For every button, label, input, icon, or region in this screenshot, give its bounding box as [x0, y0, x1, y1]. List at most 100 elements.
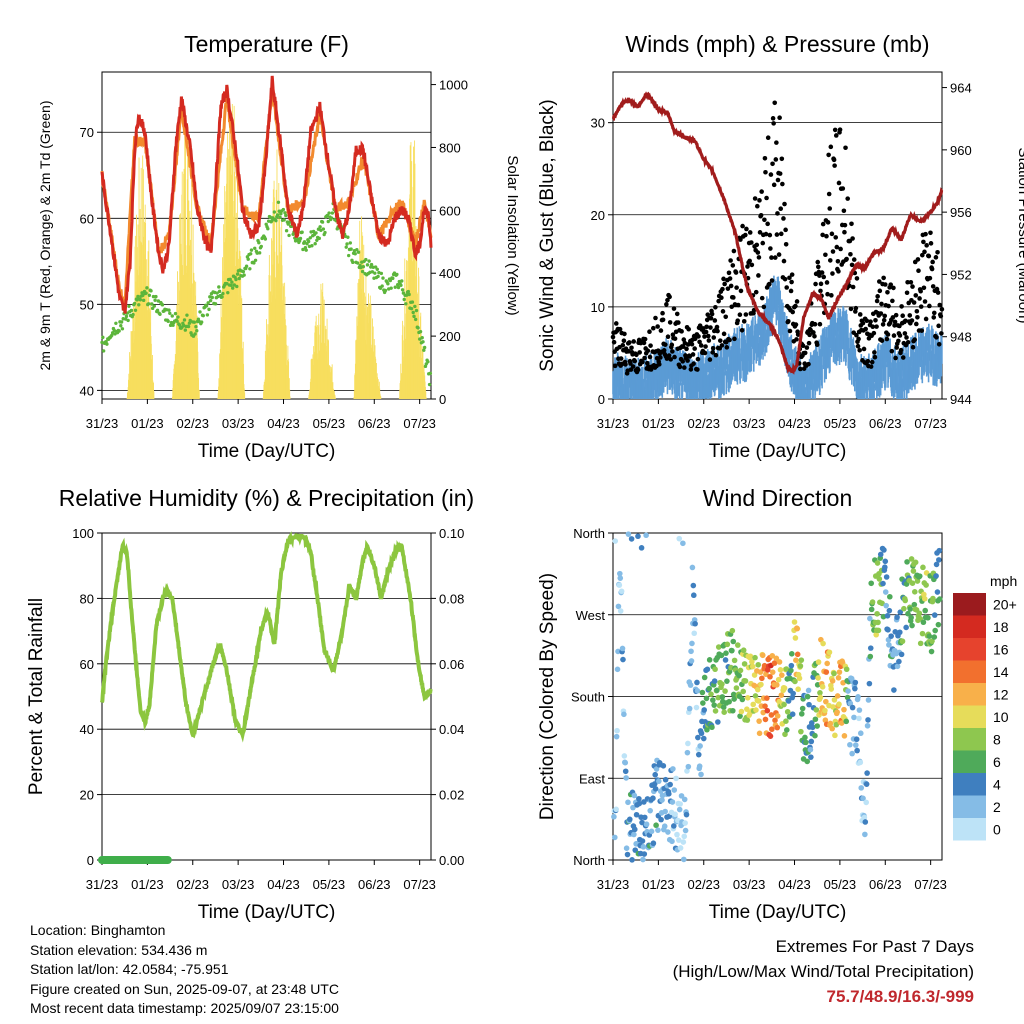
gust-point [730, 263, 736, 268]
gust-point [934, 335, 939, 340]
gust-point [841, 208, 847, 214]
direction-point [640, 856, 646, 863]
gust-point [794, 299, 800, 304]
direction-point [845, 688, 851, 694]
gust-point [830, 271, 835, 276]
gust-point [898, 347, 904, 353]
direction-point [833, 721, 840, 728]
gust-point [817, 321, 823, 327]
dewpoint-point [198, 310, 202, 314]
direction-point [797, 663, 804, 669]
direction-point [882, 558, 889, 565]
direction-point [782, 731, 788, 738]
direction-point [629, 857, 635, 863]
gust-point [642, 336, 648, 342]
direction-point [660, 763, 667, 769]
direction-point [681, 796, 688, 803]
direction-point [926, 633, 933, 640]
direction-point [686, 705, 693, 712]
x-tick-label: 06/23 [869, 416, 902, 431]
dewpoint-point [147, 293, 152, 297]
dewpoint-point [146, 302, 151, 306]
gust-point [768, 246, 773, 251]
direction-point [798, 711, 805, 717]
direction-point [613, 806, 619, 813]
direction-point [690, 582, 697, 589]
gust-point [726, 270, 732, 276]
dewpoint-point [416, 326, 420, 330]
dewpoint-point [192, 320, 197, 324]
direction-point [755, 661, 762, 668]
direction-point [852, 679, 859, 686]
gust-point [729, 304, 735, 310]
x-tick-label: 01/23 [131, 877, 164, 892]
dewpoint-point [154, 294, 158, 299]
direction-point [853, 736, 860, 743]
dewpoint-point [421, 340, 425, 344]
gust-point [703, 329, 709, 335]
direction-point [618, 588, 625, 595]
direction-point [881, 547, 887, 553]
dewpoint-point [349, 247, 353, 251]
direction-point [628, 536, 635, 542]
legend-swatch [953, 818, 986, 841]
direction-point [808, 720, 815, 726]
direction-point [699, 689, 706, 696]
direction-point [936, 557, 942, 563]
dewpoint-point [344, 245, 348, 249]
direction-point [636, 800, 643, 807]
dewpoint-point [278, 215, 282, 220]
gust-point [719, 295, 724, 301]
dewpoint-point [315, 238, 319, 242]
y-tick-label: 20 [80, 788, 94, 803]
dewpoint-point [168, 311, 172, 315]
gust-point [629, 345, 634, 351]
direction-point [688, 658, 695, 664]
dewpoint-point [300, 230, 304, 234]
x-axis-label: Time (Day/UTC) [709, 441, 847, 462]
gust-point [834, 244, 840, 250]
direction-point [733, 685, 740, 691]
gust-point [697, 339, 702, 345]
gust-point [820, 232, 825, 238]
direction-point [925, 615, 931, 621]
direction-point [767, 733, 774, 739]
y-tick-label: 60 [80, 657, 94, 672]
dewpoint-point [329, 216, 334, 220]
gust-point [849, 262, 855, 268]
gust-point [891, 285, 896, 291]
dewpoint-point [351, 260, 355, 265]
gust-point [765, 221, 770, 227]
gust-point [892, 323, 897, 328]
dewpoint-point [151, 294, 156, 299]
gust-point [680, 344, 686, 349]
direction-point [744, 694, 751, 701]
direction-point [820, 640, 826, 647]
direction-point [698, 771, 704, 778]
direction-point [738, 708, 745, 715]
gust-point [904, 290, 910, 296]
direction-point [794, 651, 801, 658]
direction-point [880, 580, 886, 587]
dewpoint-point [353, 252, 357, 256]
direction-point [868, 580, 875, 587]
direction-point [712, 708, 719, 714]
gust-point [904, 335, 909, 340]
dewpoint-point [205, 313, 210, 317]
direction-point [808, 738, 815, 745]
gust-point [760, 240, 766, 246]
gust-point [850, 236, 855, 241]
gust-point [818, 288, 823, 294]
gust-point [719, 343, 725, 348]
chart-title: Winds (mph) & Pressure (mb) [625, 31, 929, 57]
gust-point [782, 201, 787, 207]
dewpoint-point [275, 213, 280, 217]
dewpoint-series [100, 200, 433, 387]
gust-point [778, 206, 784, 212]
gust-point [708, 325, 713, 330]
x-tick-label: 01/23 [642, 877, 675, 892]
dewpoint-point [221, 291, 225, 296]
dewpoint-point [208, 298, 213, 303]
x-tick-label: 01/23 [642, 416, 675, 431]
x-tick-label: 04/23 [267, 416, 300, 431]
